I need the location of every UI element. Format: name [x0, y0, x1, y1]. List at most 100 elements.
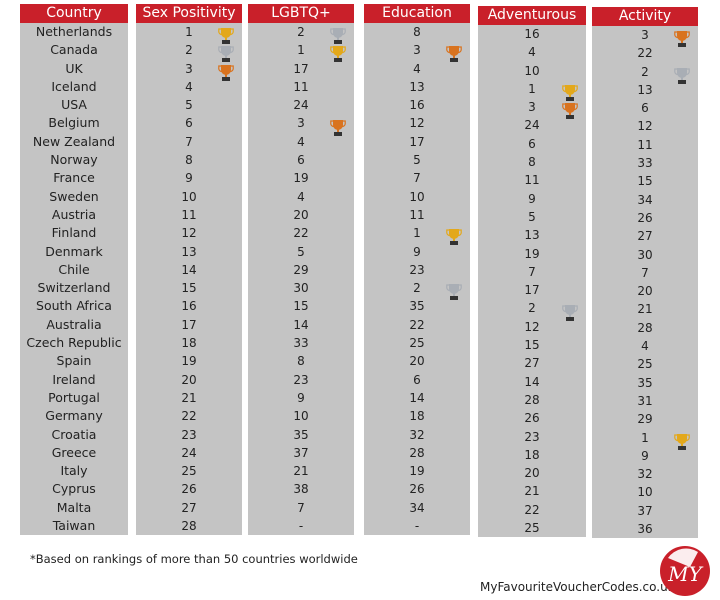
- rank-cell: 29: [637, 412, 653, 427]
- country-cell: Greece: [51, 444, 97, 460]
- rank-cell: 4: [185, 79, 193, 94]
- rank-cell: 21: [524, 484, 540, 499]
- rank-cell: 2: [641, 64, 649, 79]
- country-cell: Denmark: [45, 243, 103, 259]
- country-cell: Chile: [58, 261, 90, 277]
- rank-cell: 38: [293, 482, 309, 497]
- rank-cell: 35: [409, 299, 425, 314]
- column-sex-positivity: Sex Positivity 1 2 3 4 5 6 7 8 9 10 11 12 13 14 15 16 17 1…: [136, 4, 242, 536]
- rank-cell: 16: [409, 98, 425, 113]
- silver-trophy-icon: [446, 283, 462, 301]
- column-header: Activity: [592, 7, 698, 26]
- rank-cell: 10: [181, 189, 197, 204]
- column-header: Education: [364, 4, 470, 23]
- rank-cell: 2: [185, 43, 193, 58]
- rank-cell: 21: [181, 390, 197, 405]
- rank-cell: 32: [637, 467, 653, 482]
- rank-cell: 23: [409, 262, 425, 277]
- column-country: Country Netherlands Canada UK Iceland USA Belg…: [20, 4, 128, 536]
- rank-cell: -: [298, 519, 304, 534]
- rank-cell: 1: [297, 43, 305, 58]
- rank-cell: 6: [297, 153, 305, 168]
- rank-cell: 17: [293, 61, 309, 76]
- column-header: Adventurous: [478, 6, 586, 25]
- country-cell: Portugal: [48, 389, 100, 405]
- rank-cell: 3: [413, 43, 421, 58]
- rank-cell: 8: [413, 25, 421, 39]
- rank-cell: 32: [409, 427, 425, 442]
- rank-cell: 12: [524, 319, 540, 334]
- rank-cell: 13: [637, 82, 653, 97]
- rank-cell: 14: [409, 390, 425, 405]
- bronze-trophy-icon: [446, 45, 462, 63]
- rank-cell: 26: [637, 210, 653, 225]
- country-cell: France: [53, 170, 95, 186]
- gold-trophy-icon: [218, 27, 234, 45]
- silver-trophy-icon: [562, 304, 578, 322]
- rank-cell: -: [414, 519, 420, 534]
- rank-cell: 22: [181, 409, 197, 424]
- rank-cell: 15: [524, 338, 540, 353]
- country-cell: Malta: [56, 499, 92, 515]
- rank-cell: 15: [293, 299, 309, 314]
- rank-cell: 11: [524, 173, 540, 188]
- rank-cell: 26: [409, 482, 425, 497]
- rank-cell: 4: [641, 339, 649, 354]
- country-cell: Finland: [51, 225, 97, 241]
- rank-cell: 11: [409, 207, 425, 222]
- rank-cell: 18: [524, 447, 540, 462]
- rank-cell: 15: [637, 174, 653, 189]
- rank-cell: 9: [641, 448, 649, 463]
- column-adventurous: Adventurous 16 4 10 1 3 24 6 8 11 9 5 13 19 7 17 2 12 15 27…: [478, 6, 586, 538]
- rank-cell: 17: [409, 134, 425, 149]
- rank-cell: 7: [641, 265, 649, 280]
- country-cell: Norway: [50, 152, 98, 168]
- rank-cell: 30: [293, 281, 309, 296]
- rank-cell: 6: [413, 372, 421, 387]
- country-cell: Iceland: [51, 78, 97, 94]
- rank-cell: 27: [181, 500, 197, 515]
- rank-cell: 22: [524, 502, 540, 517]
- rank-cell: 19: [524, 246, 540, 261]
- rank-cell: 28: [181, 519, 197, 534]
- rank-cell: 1: [641, 430, 649, 445]
- rank-cell: 8: [297, 354, 305, 369]
- rank-cell: 17: [524, 283, 540, 298]
- rank-cell: 37: [637, 503, 653, 518]
- rank-cell: 5: [297, 244, 305, 259]
- rank-cell: 5: [528, 209, 536, 224]
- country-cell: New Zealand: [32, 133, 116, 149]
- country-cell: Switzerland: [37, 280, 111, 296]
- rank-cell: 20: [409, 354, 425, 369]
- rank-cell: 3: [297, 116, 305, 131]
- rank-cell: 15: [181, 281, 197, 296]
- silver-trophy-icon: [330, 27, 346, 45]
- rank-cell: 9: [528, 191, 536, 206]
- rank-cell: 26: [181, 482, 197, 497]
- rank-cell: 20: [637, 284, 653, 299]
- rank-cell: 35: [293, 427, 309, 442]
- country-cell: Taiwan: [52, 518, 96, 534]
- rank-cell: 20: [293, 207, 309, 222]
- rank-cell: 5: [185, 98, 193, 113]
- rank-cell: 33: [293, 336, 309, 351]
- country-cell: Ireland: [52, 371, 96, 387]
- rank-cell: 14: [181, 262, 197, 277]
- rank-cell: 6: [528, 136, 536, 151]
- country-cell: Germany: [45, 408, 103, 424]
- rank-cell: 3: [185, 61, 193, 76]
- rank-cell: 5: [413, 153, 421, 168]
- rank-cell: 7: [185, 134, 193, 149]
- column-education: Education 8 3 4 13 16 12 17 5 7 10 11 1 9 23 2 35 22 25 20 6…: [364, 4, 470, 536]
- rank-cell: 19: [409, 464, 425, 479]
- rank-cell: 37: [293, 445, 309, 460]
- country-cell: Italy: [60, 463, 88, 479]
- rank-cell: 20: [524, 466, 540, 481]
- rank-cell: 18: [181, 336, 197, 351]
- rank-cell: 35: [637, 375, 653, 390]
- rank-cell: 1: [185, 25, 193, 39]
- rank-cell: 22: [409, 317, 425, 332]
- rank-cell: 11: [637, 137, 653, 152]
- rank-cell: 10: [293, 409, 309, 424]
- rank-cell: 28: [637, 320, 653, 335]
